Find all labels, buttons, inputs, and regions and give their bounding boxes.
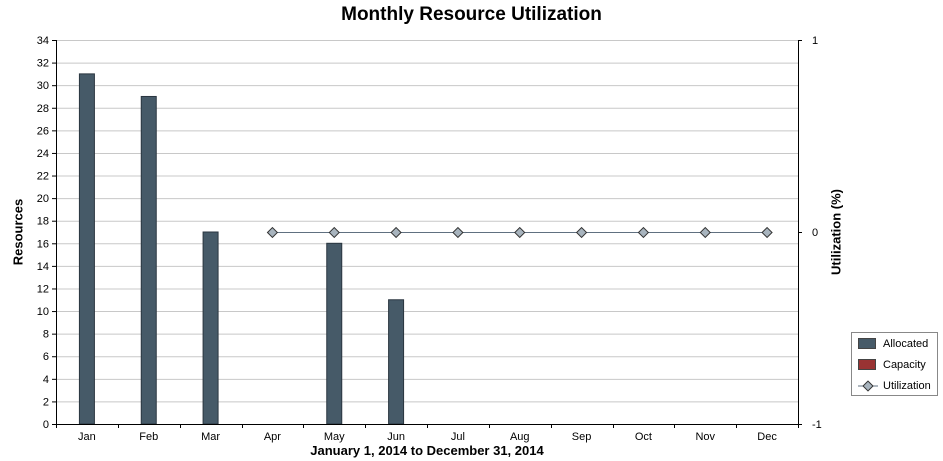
x-tick-label-sep: Sep — [572, 431, 592, 443]
utilization-point-sep — [575, 226, 588, 239]
x-tick-label-may: May — [324, 431, 345, 443]
y-tick-label: 4 — [43, 374, 49, 386]
x-tick-label-jan: Jan — [78, 431, 96, 443]
bar-allocated-feb — [140, 95, 157, 425]
chart-title: Monthly Resource Utilization — [341, 4, 602, 25]
y-tick-label: 28 — [37, 103, 49, 115]
legend-label-utilization: Utilization — [883, 380, 931, 392]
y2-tick-label: -1 — [812, 419, 822, 431]
x-tick-label-feb: Feb — [139, 431, 158, 443]
y-tick-label: 0 — [43, 419, 49, 431]
utilization-point-apr — [266, 226, 279, 239]
utilization-point-aug — [514, 226, 526, 239]
bar-allocated-jun — [388, 299, 405, 425]
y2-tick-label: 0 — [812, 227, 818, 239]
y-tick-label: 22 — [37, 171, 49, 183]
y-tick-label: 16 — [37, 238, 49, 250]
utilization-point-jun — [390, 226, 402, 239]
y-tick-label: 20 — [37, 193, 49, 205]
legend-label-allocated: Allocated — [883, 338, 929, 350]
utilization-point-dec — [761, 226, 773, 239]
y-tick-label: 32 — [37, 58, 49, 70]
y-tick-label: 12 — [37, 283, 49, 295]
y-tick-label: 34 — [37, 35, 49, 47]
legend-swatch-utilization — [858, 380, 878, 392]
bar-allocated-jan — [78, 73, 95, 425]
chart-legend: Allocated Capacity Utilization — [851, 332, 938, 396]
utilization-point-jul — [452, 226, 464, 239]
x-tick-label-aug: Aug — [510, 431, 530, 443]
utilization-point-may — [328, 226, 340, 239]
x-axis-label: January 1, 2014 to December 31, 2014 — [310, 443, 544, 458]
utilization-point-oct — [637, 226, 650, 239]
x-tick-label-apr: Apr — [264, 431, 281, 443]
legend-label-capacity: Capacity — [883, 359, 926, 371]
y-tick-label: 30 — [37, 80, 49, 92]
legend-swatch-allocated — [858, 338, 876, 349]
y-tick-label: 8 — [43, 329, 49, 341]
x-tick-label-oct: Oct — [635, 431, 652, 443]
x-tick-label-jun: Jun — [387, 431, 405, 443]
y-tick-label: 14 — [37, 261, 49, 273]
y2-tick-label: 1 — [812, 35, 818, 47]
x-tick-label-dec: Dec — [757, 431, 777, 443]
y-tick-label: 24 — [37, 148, 49, 160]
y-tick-label: 6 — [43, 351, 49, 363]
x-tick-label-jul: Jul — [451, 431, 465, 443]
x-tick-label-nov: Nov — [695, 431, 715, 443]
bar-allocated-mar — [202, 231, 219, 425]
x-tick-label-mar: Mar — [201, 431, 220, 443]
legend-swatch-capacity — [858, 359, 876, 370]
y-tick-label: 10 — [37, 306, 49, 318]
y-tick-label: 18 — [37, 216, 49, 228]
bar-allocated-may — [326, 242, 343, 425]
utilization-point-nov — [699, 226, 711, 239]
y-tick-label: 2 — [43, 396, 49, 408]
y-tick-label: 26 — [37, 125, 49, 137]
